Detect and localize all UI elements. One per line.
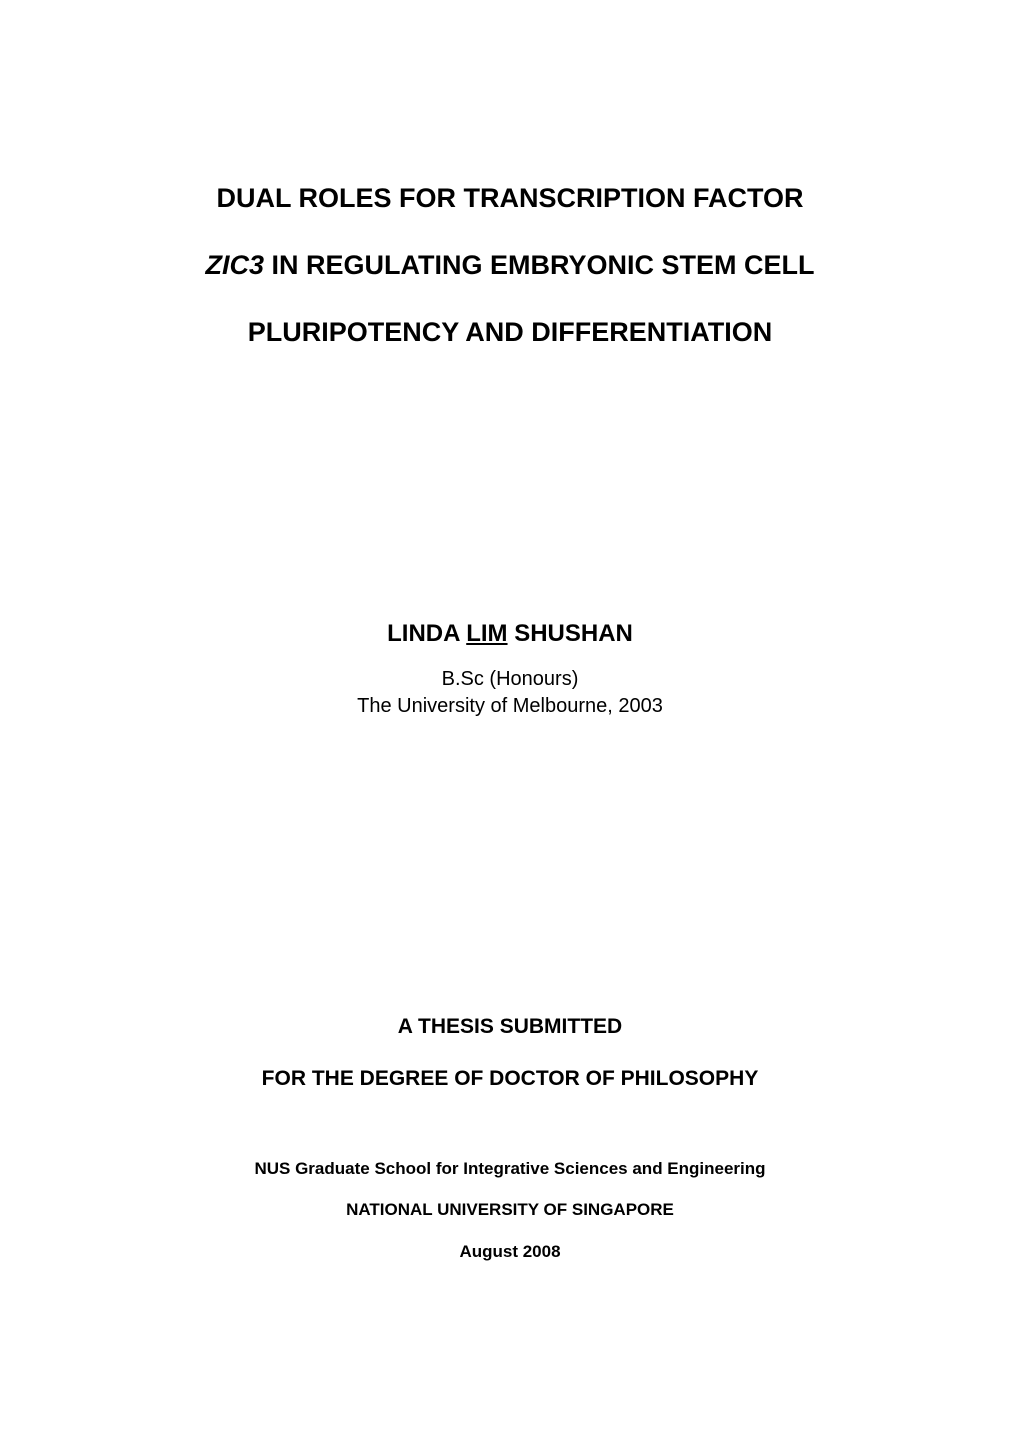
thesis-submitted-label: A THESIS SUBMITTED — [0, 1015, 1020, 1039]
author-block: LINDA LIM SHUSHAN B.Sc (Honours) The Uni… — [0, 620, 1020, 720]
university-name: NATIONAL UNIVERSITY OF SINGAPORE — [0, 1201, 1020, 1218]
title-line-1: DUAL ROLES FOR TRANSCRIPTION FACTOR — [0, 185, 1020, 212]
author-surname: LIM — [466, 620, 507, 647]
title-line-2-rest: IN REGULATING EMBRYONIC STEM CELL — [264, 250, 815, 280]
submission-date: August 2008 — [0, 1242, 1020, 1262]
author-name-prefix: LINDA — [387, 620, 466, 647]
author-name-suffix: SHUSHAN — [508, 620, 633, 647]
thesis-title-page: DUAL ROLES FOR TRANSCRIPTION FACTOR ZIC3… — [0, 0, 1020, 1442]
author-prior-institution: The University of Melbourne, 2003 — [0, 693, 1020, 720]
graduate-school: NUS Graduate School for Integrative Scie… — [0, 1160, 1020, 1177]
thesis-submission-block: A THESIS SUBMITTED FOR THE DEGREE OF DOC… — [0, 1015, 1020, 1091]
degree-label: FOR THE DEGREE OF DOCTOR OF PHILOSOPHY — [0, 1067, 1020, 1091]
title-italic-gene: ZIC3 — [205, 250, 264, 280]
author-degree: B.Sc (Honours) — [0, 666, 1020, 693]
title-line-2: ZIC3 IN REGULATING EMBRYONIC STEM CELL — [0, 252, 1020, 279]
author-name: LINDA LIM SHUSHAN — [0, 620, 1020, 648]
title-line-3: PLURIPOTENCY AND DIFFERENTIATION — [0, 319, 1020, 346]
title-block: DUAL ROLES FOR TRANSCRIPTION FACTOR ZIC3… — [0, 185, 1020, 386]
affiliation-block: NUS Graduate School for Integrative Scie… — [0, 1160, 1020, 1262]
